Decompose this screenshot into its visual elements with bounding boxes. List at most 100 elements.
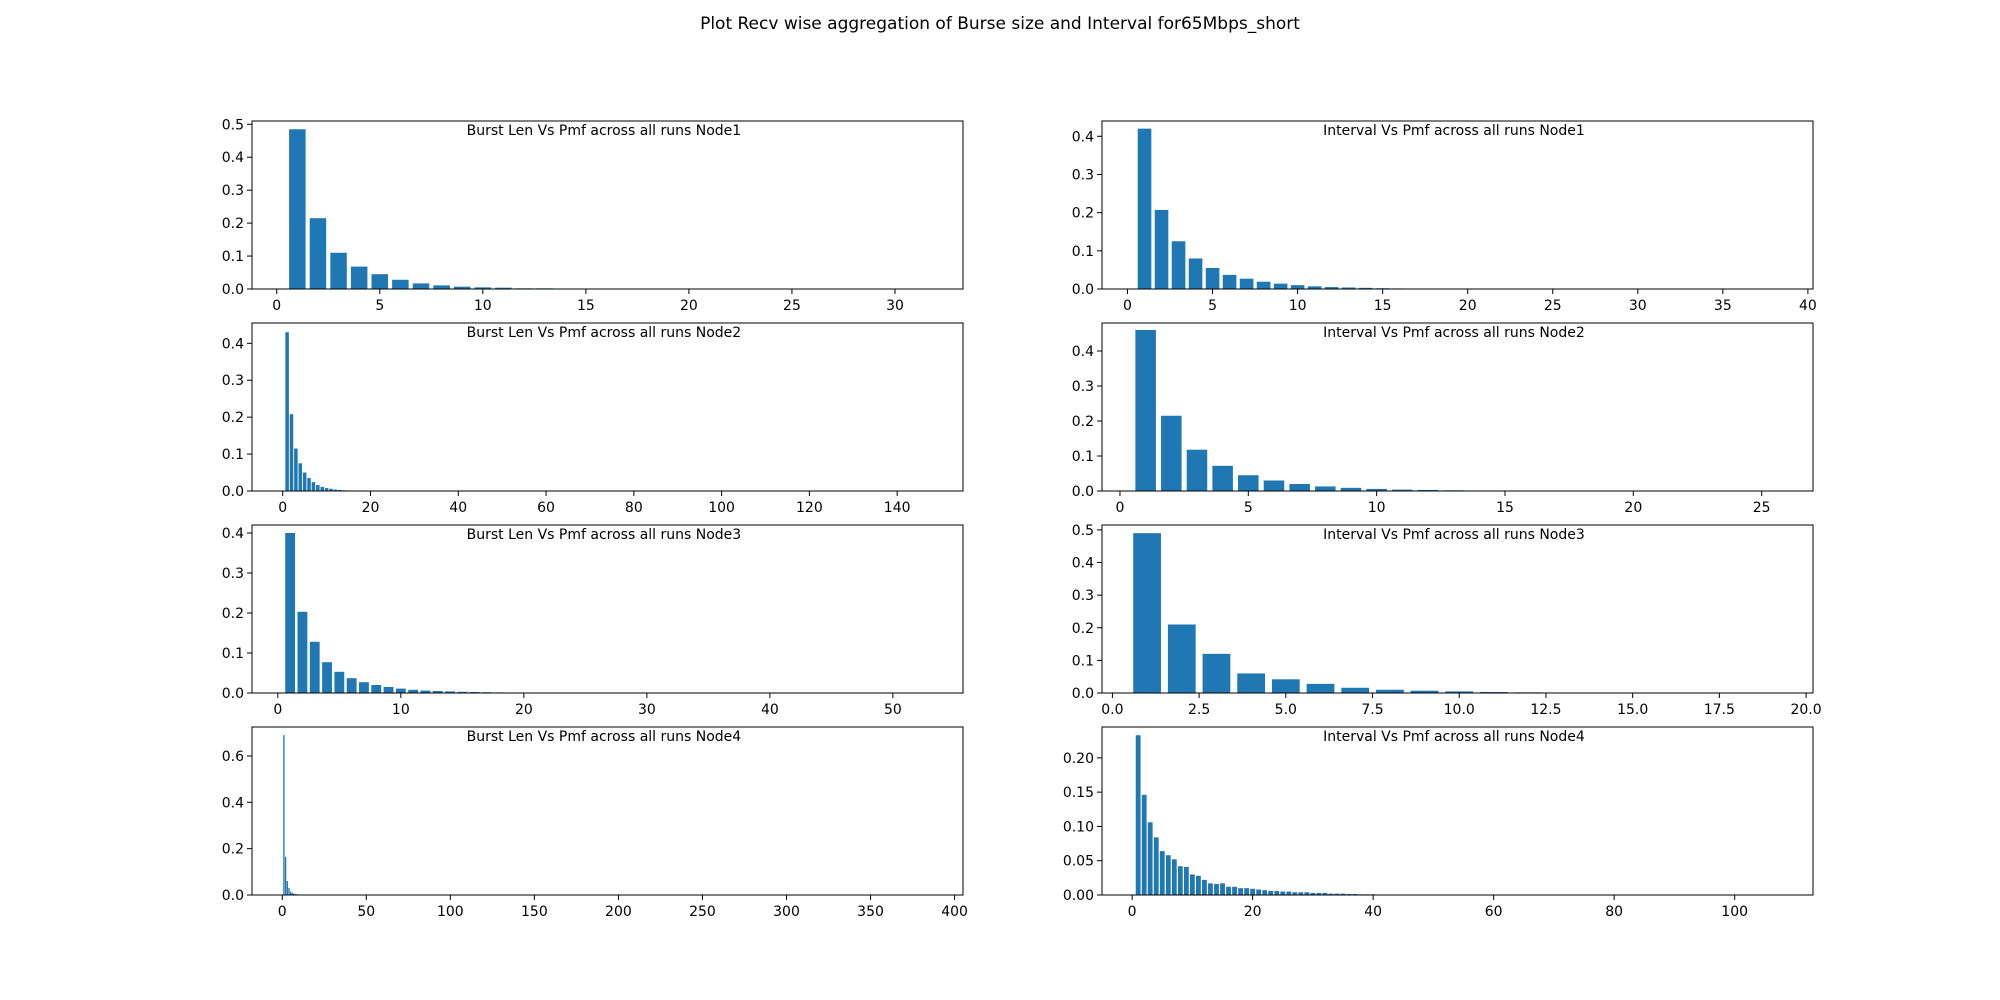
bar [334,671,345,693]
bar [285,533,296,693]
y-tick-label: 0.3 [222,183,244,199]
x-tick-label: 0 [1128,904,1137,920]
bar [1273,283,1288,289]
bars [285,332,417,491]
bar [324,488,329,491]
bar [322,662,332,693]
x-tick-label: 250 [689,904,716,920]
axes-frame [251,120,964,290]
bar [302,472,307,491]
bar [309,641,320,693]
bar [291,892,294,895]
x-tick-label: 0 [272,298,281,314]
bar [289,891,292,895]
subplot-1: 0 5 10 15 20 25 30 0.0 0.1 0.2 0.3 0.4 0.5 Burst Len … [222,117,964,314]
x-tick-label: 100 [1721,904,1748,920]
bar [1256,889,1262,895]
axes-frame [251,524,964,694]
subplot-title: Interval Vs Pmf across all runs Node3 [1323,527,1585,543]
bar [316,485,320,491]
bar [1214,884,1219,895]
x-tick-label: 10 [1289,298,1307,314]
axes-frame [1101,120,1814,290]
bar [297,611,308,693]
bar [1328,893,1334,895]
bar [1189,874,1195,895]
bar [1289,484,1310,491]
bar [1256,281,1271,289]
bar [1306,683,1335,693]
bar [1135,330,1156,491]
bar [1167,624,1196,693]
x-tick-label: 50 [357,904,375,920]
y-tick-label: 0.4 [1072,556,1094,572]
axes-frame [1101,726,1814,896]
x-tick-label: 50 [884,702,902,718]
x-tick-label: 0 [273,702,282,718]
bar [1212,465,1233,491]
x-tick-label: 0 [278,904,287,920]
bar [1137,128,1152,289]
x-tick-label: 5.0 [1275,702,1297,718]
y-tick-label: 0.2 [1072,206,1094,222]
y-tick-label: 0.4 [1072,129,1094,145]
bar [286,881,288,895]
y-tick-label: 0.20 [1063,751,1094,767]
y-tick-label: 0.0 [222,282,244,298]
subplot-title: Interval Vs Pmf across all runs Node2 [1323,325,1585,341]
x-tick-label: 15 [1496,500,1514,516]
bar [1188,258,1203,289]
bar [1322,892,1328,895]
bar [1239,278,1254,289]
bar [288,888,290,895]
x-tick-label: 12.5 [1530,702,1561,718]
y-tick-label: 0.6 [222,749,244,765]
bar [1304,892,1310,895]
y-tick-label: 0.2 [1072,414,1094,430]
bar [457,691,468,693]
x-tick-label: 80 [1605,904,1623,920]
x-tick-label: 0.0 [1101,702,1123,718]
bar [453,286,471,289]
bar [1340,893,1346,895]
bar [495,287,512,289]
x-tick-label: 0 [278,500,287,516]
bar [1135,735,1141,895]
y-tick-label: 0.1 [222,447,244,463]
y-tick-label: 0.1 [222,249,244,265]
y-tick-label: 0.05 [1063,854,1094,870]
bar [1298,892,1304,895]
subplot-8: 0 20 40 60 80 100 0.00 0.05 0.10 0.15 0.20 Interval… [1063,726,1814,920]
bar [309,218,327,289]
x-tick-label: 20 [1459,298,1477,314]
bar [1392,489,1413,491]
bar [294,448,298,491]
x-tick-label: 15 [1374,298,1392,314]
bar [285,332,289,491]
bar [289,414,294,491]
bar [289,129,306,289]
axes-frame [251,726,964,896]
bar [1340,487,1362,491]
bar [346,678,357,693]
subplot-3: 0 20 40 60 80 100 120 140 0.0 0.1 0.2 0.3 0.4 Burst L… [222,322,964,516]
bar [298,463,303,491]
bar [432,691,443,693]
bar [1205,268,1220,289]
x-tick-label: 10 [474,298,492,314]
bar [1268,890,1274,895]
x-tick-label: 40 [449,500,467,516]
y-tick-label: 0.5 [222,117,244,133]
bar [420,690,431,693]
y-tick-label: 0.5 [1072,523,1094,539]
bar [1154,209,1169,289]
bar [320,486,324,491]
x-tick-label: 5 [375,298,384,314]
bar [1220,883,1225,895]
bar [1366,488,1387,491]
x-tick-label: 350 [857,904,884,920]
x-tick-label: 300 [773,904,800,920]
bar [1238,475,1259,491]
bar [1290,285,1305,289]
